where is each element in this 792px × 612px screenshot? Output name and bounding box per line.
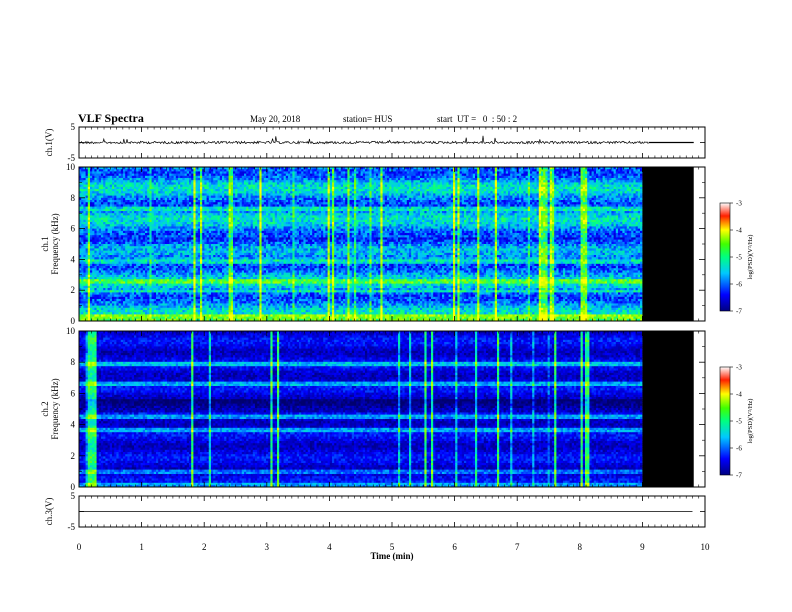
vlf-spectra-figure: 5-5ch.1(V)0246810ch.1 Frequency (kHz)-3-4… [0,0,792,612]
ch1-spectrogram [79,167,642,321]
y-tick-label: 5 [71,122,76,132]
ch1-waveform [79,136,649,144]
y-axis-label: ch.1(V) [44,129,54,157]
